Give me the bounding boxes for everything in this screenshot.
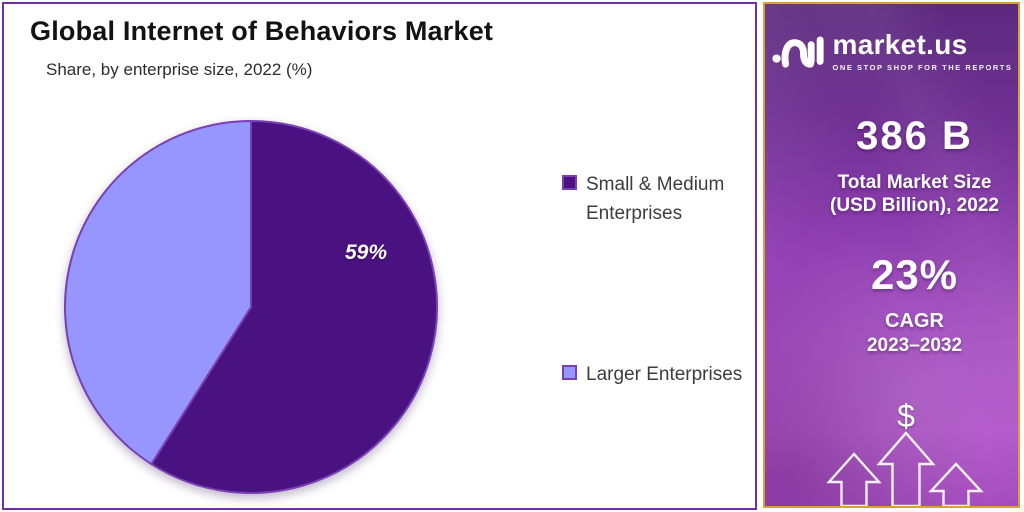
growth-arrows-icon: $ [826, 398, 984, 506]
chart-title: Global Internet of Behaviors Market [30, 16, 494, 46]
brand-name: market.us [832, 28, 968, 60]
total-market-size-caption2: (USD Billion), 2022 [830, 195, 999, 217]
legend-item-larger: Larger Enterprises [562, 360, 754, 389]
total-market-size-caption: Total Market Size [837, 172, 992, 193]
brand-text-block: market.us ONE STOP SHOP FOR THE REPORTS [832, 28, 1013, 72]
legend-label-larger: Larger Enterprises [586, 364, 743, 385]
pie-chart-area: 59% [59, 115, 443, 499]
chart-panel: Global Internet of Behaviors Market Shar… [2, 2, 757, 510]
legend-item-sme: Small & Medium Enterprises [562, 170, 754, 229]
legend-swatch-larger [562, 365, 577, 380]
brand-sidebar: market.us ONE STOP SHOP FOR THE REPORTS … [763, 2, 1020, 508]
cagr-caption: CAGR [885, 310, 944, 333]
pie-slice-1 [64, 120, 252, 466]
cagr-value: 23% [870, 251, 959, 299]
pie-data-label: 59% [345, 241, 388, 264]
total-market-size-value: 386 B [856, 114, 973, 158]
dollar-icon: $ [897, 398, 915, 434]
legend: Small & Medium Enterprises Larger Enterp… [562, 170, 762, 400]
pie-slice-0 [150, 120, 439, 494]
chart-subtitle: Share, by enterprise size, 2022 (%) [46, 60, 313, 79]
brand-logo: market.us ONE STOP SHOP FOR THE REPORTS [765, 28, 1018, 74]
pie-chart [64, 120, 439, 494]
brand-tagline: ONE STOP SHOP FOR THE REPORTS [832, 62, 1013, 72]
sidebar-stats: 386 B Total Market Size (USD Billion), 2… [765, 114, 1018, 358]
cagr-years: 2023–2032 [866, 335, 963, 357]
marketus-logo-icon [771, 36, 824, 68]
legend-label-sme: Small & Medium Enterprises [586, 174, 725, 225]
legend-swatch-sme [562, 175, 577, 190]
